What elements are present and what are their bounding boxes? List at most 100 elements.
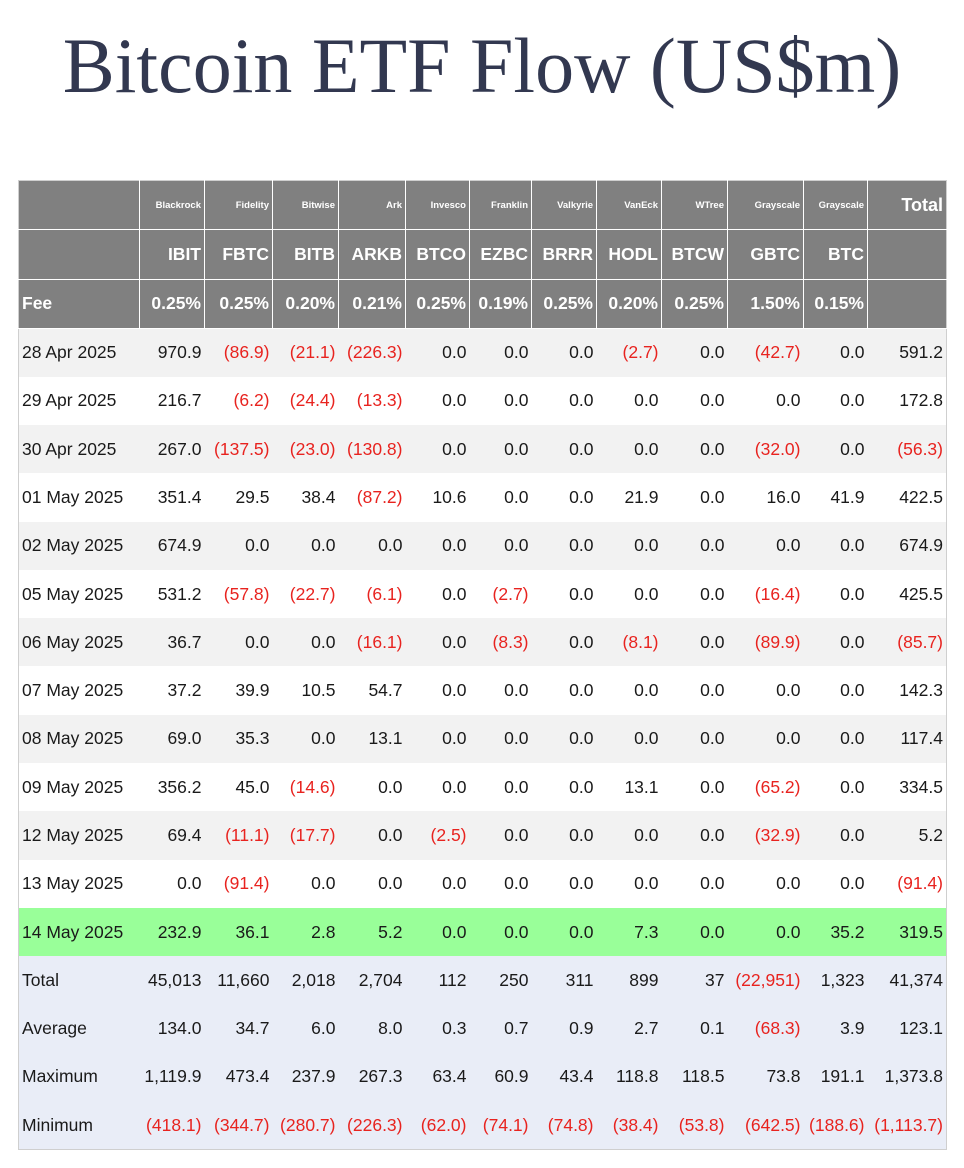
flow-value: 0.9 [569,1018,594,1039]
flow-value: 267.0 [157,438,202,459]
flow-value: 0.0 [442,776,467,797]
flow-value: (6.1) [366,583,403,604]
flow-value: 0.0 [700,390,725,411]
flow-value: 191.1 [820,1066,865,1087]
issuer-name: Blackrock [139,180,205,231]
flow-value: 591.2 [899,342,943,363]
ticker: BTCW [661,229,728,280]
ticker: BTC [803,229,868,280]
ticker: BITB [272,229,339,280]
flow-value: (14.6) [289,776,336,797]
flow-value: 0.0 [776,680,801,701]
flow-value: 0.0 [442,921,467,942]
empty-cell [18,180,140,231]
day-row: 30 Apr 2025 267.0 (137.5) (23.0) (130.8) 0.0 0… [18,424,947,474]
flow-value: 267.3 [358,1066,403,1087]
row-label: 02 May 2025 [22,535,124,556]
flow-value: 0.0 [634,680,659,701]
flow-value: 29.5 [235,486,270,507]
row-label: 30 Apr 2025 [22,438,117,459]
flow-value: 0.0 [378,776,403,797]
issuer-name: Valkyrie [531,180,597,231]
flow-value: 118.5 [682,1066,725,1087]
flow-value: 0.0 [442,535,467,556]
flow-value: (1,113.7) [874,1114,943,1135]
day-row: 28 Apr 2025 970.9 (86.9) (21.1) (226.3) 0.0 0.… [18,328,947,377]
row-label: 05 May 2025 [22,583,124,604]
flow-value: 0.0 [776,535,801,556]
flow-value: 0.0 [569,680,594,701]
flow-value: (16.1) [356,631,403,652]
flow-value: 674.9 [899,535,943,556]
fee: 0.25% [661,279,728,329]
flow-value: (280.7) [280,1114,336,1135]
flow-value: 0.0 [634,873,659,894]
flow-value: 54.7 [368,680,403,701]
flow-value: 112 [438,969,467,990]
flow-value: (22.7) [289,583,336,604]
issuer-name: Grayscale [727,180,804,231]
flow-value: (137.5) [214,438,270,459]
issuer-name: WTree [661,180,728,231]
flow-value: 319.5 [899,921,943,942]
flow-value: 35.3 [235,728,270,749]
flow-value: 60.9 [494,1066,529,1087]
flow-value: 0.1 [700,1018,725,1039]
flow-value: 232.9 [157,921,202,942]
flow-value: (62.0) [420,1114,467,1135]
day-row: 08 May 2025 69.0 35.3 0.0 13.1 0.0 0.0 0.0 0.0 0.… [18,714,947,764]
flow-value: 0.0 [840,342,865,363]
ticker: ARKB [338,229,406,280]
row-label: Average [22,1018,87,1039]
flow-value: 45,013 [147,969,202,990]
flow-value: 134.0 [157,1018,202,1039]
flow-value: 0.0 [442,680,467,701]
flow-value: 0.0 [634,390,659,411]
issuer-name: Fidelity [204,180,273,231]
flow-value: 0.0 [700,486,725,507]
ticker: HODL [596,229,662,280]
flow-value: 0.0 [311,873,336,894]
flow-value: 0.0 [442,390,467,411]
flow-value: 16.0 [766,486,801,507]
day-row: 07 May 2025 37.2 39.9 10.5 54.7 0.0 0.0 0.0 0.0 0… [18,666,947,715]
flow-value: 0.0 [569,390,594,411]
table-header: Blackrock Fidelity Bitwise Ark Invesco Frankl… [18,180,947,329]
flow-value: (642.5) [745,1114,801,1135]
flow-value: 473.4 [225,1066,270,1087]
flow-value: (32.9) [754,825,801,845]
flow-value: (87.2) [356,486,403,507]
flow-value: 0.0 [504,390,529,411]
flow-value: 0.0 [504,921,529,942]
flow-value: 10.5 [301,680,336,701]
day-row: 29 Apr 2025 216.7 (6.2) (24.4) (13.3) 0.0 0.0 0… [18,376,947,425]
flow-value: 674.9 [157,535,202,556]
flow-value: 0.0 [700,342,725,363]
flow-value: 0.0 [776,873,801,894]
flow-value: 0.0 [840,728,865,749]
flow-value: 13.1 [624,776,659,797]
empty-cell [867,229,947,280]
flow-value: 0.0 [311,728,336,749]
fee-label: Fee [18,279,140,329]
flow-value: 41,374 [889,969,943,990]
flow-value: 10.6 [432,486,467,507]
row-label: 12 May 2025 [22,825,124,845]
flow-value: 34.7 [235,1018,270,1039]
row-label: Minimum [22,1114,93,1135]
flow-value: 216.7 [157,390,202,411]
fee-row: Fee 0.25% 0.25% 0.20% 0.21% 0.25% 0.19% 0.25% 0.… [18,279,947,329]
flow-value: 21.9 [624,486,659,507]
flow-value: 0.0 [840,438,865,459]
flow-value: (21.1) [289,342,336,363]
flow-value: 0.0 [569,631,594,652]
flow-value: 0.0 [245,535,270,556]
day-row: 12 May 2025 69.4 (11.1) (17.7) 0.0 (2.5) 0.0 0.… [18,811,947,860]
flow-value: 0.0 [840,776,865,797]
flow-value: (86.9) [223,342,270,363]
flow-value: 8.0 [378,1018,403,1039]
issuer-row: Blackrock Fidelity Bitwise Ark Invesco Frankl… [18,180,947,231]
flow-value: 5.2 [918,825,943,845]
